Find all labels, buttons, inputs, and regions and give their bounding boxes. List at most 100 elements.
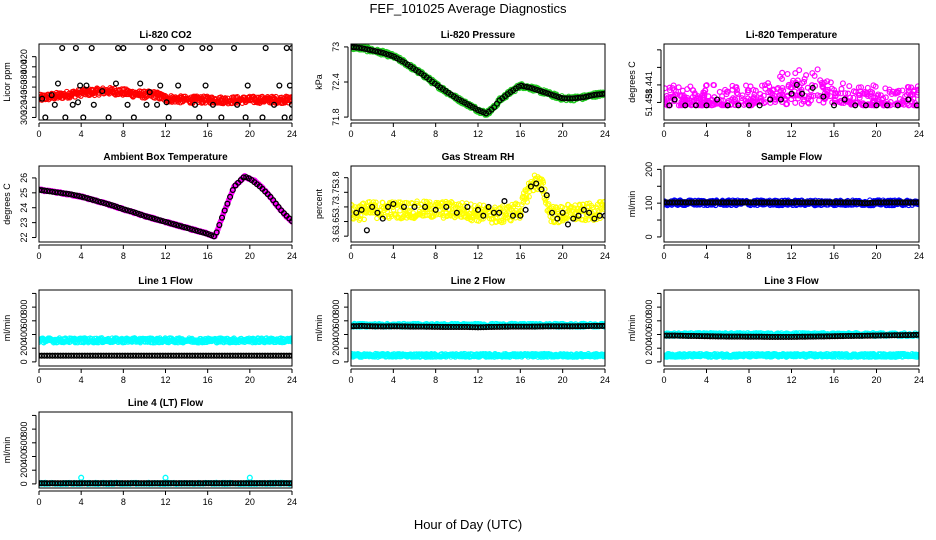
rh-avg-point — [480, 212, 487, 219]
ambient-ytick-label: 23 — [19, 218, 29, 228]
temp-avg-point — [873, 102, 880, 109]
rh-avg-point — [485, 203, 492, 210]
pressure-avg-point — [383, 50, 390, 57]
ambient-avg-point — [165, 219, 172, 226]
temp-raw-point — [738, 95, 745, 102]
temp-raw-point — [730, 98, 737, 105]
ambient-avg-point — [157, 217, 164, 224]
temp-raw-point — [716, 88, 723, 95]
rh-frame — [350, 165, 606, 243]
rh-raw-point — [414, 198, 420, 204]
ambient-avg-point — [52, 189, 59, 196]
ambient-avg-point — [65, 190, 72, 198]
rh-raw-point — [455, 201, 462, 207]
temp-raw-point — [840, 100, 847, 107]
co2-avg-point — [262, 45, 269, 52]
rh-raw-point — [580, 201, 587, 208]
co2-xtick-label: 24 — [287, 129, 297, 139]
ambient-avg-point — [116, 204, 123, 211]
pressure-avg-point — [547, 91, 555, 98]
rh-avg-point — [411, 203, 418, 210]
rh-raw-point — [526, 194, 532, 200]
ambient-avg-point — [57, 189, 64, 196]
temp-raw-point — [679, 87, 686, 94]
co2-avg-point — [51, 101, 58, 108]
rh-raw-point — [563, 214, 569, 221]
temp-xtick-label: 16 — [829, 129, 839, 139]
co2-avg-point — [74, 99, 82, 106]
sample-frame — [663, 165, 920, 243]
ambient-avg-point — [54, 189, 61, 196]
temp-raw-point — [780, 87, 787, 94]
temp-raw-point — [814, 66, 821, 73]
ambient-avg-point — [173, 221, 180, 228]
temp-raw-point — [832, 90, 839, 97]
temp-raw-point — [709, 102, 716, 109]
temp-avg-point — [714, 96, 721, 103]
rh-ytick-label: 3.75 — [331, 184, 341, 202]
temp-raw-point — [752, 87, 759, 94]
co2-raw-point — [288, 94, 292, 101]
rh-avg-point — [443, 203, 450, 210]
co2-avg-point — [276, 82, 283, 89]
co2-avg-point — [202, 82, 209, 89]
co2-avg-point — [120, 45, 127, 52]
temp-raw-point — [757, 91, 764, 98]
pressure-avg-point — [542, 89, 549, 96]
temp-data — [664, 66, 919, 109]
ambient-avg-point — [84, 195, 91, 202]
temp-raw-point — [759, 82, 766, 89]
temp-raw-point — [744, 87, 751, 94]
ambient-avg-point — [227, 193, 234, 200]
ambient-avg-point — [192, 227, 199, 234]
co2-avg-point — [230, 45, 238, 52]
rh-raw-point — [590, 204, 597, 211]
line1-ytick-label: 800 — [19, 300, 29, 315]
rh-avg-point — [549, 209, 556, 216]
ambient-avg-point — [95, 198, 102, 205]
rh-raw-point — [524, 199, 530, 205]
co2-avg-point — [124, 101, 131, 108]
line1-ytick-label: 400 — [19, 327, 29, 342]
ambient-avg-point — [79, 193, 86, 200]
ambient-avg-point — [97, 199, 104, 206]
temp-raw-point — [762, 85, 769, 92]
ambient-avg-point — [49, 188, 56, 195]
rh-avg-point — [575, 212, 582, 219]
rh-avg-point — [363, 227, 370, 234]
pressure-ytick-label: 73 — [331, 42, 341, 52]
temp-raw-point — [874, 92, 881, 99]
temp-raw-point — [811, 72, 818, 79]
rh-avg-point — [509, 212, 516, 219]
ambient-frame — [38, 165, 293, 243]
co2-avg-point — [157, 82, 164, 89]
temp-raw-point — [731, 101, 738, 108]
rh-raw-point — [580, 217, 586, 223]
rh-avg-point — [543, 192, 550, 199]
ambient-avg-point — [127, 208, 134, 215]
rh-data — [351, 172, 605, 234]
temp-avg-point — [666, 102, 673, 109]
temp-raw-point — [742, 97, 749, 104]
rh-xtick-label: 24 — [600, 251, 610, 261]
temp-raw-point — [846, 83, 853, 90]
rh-raw-point — [523, 193, 529, 199]
ambient-ytick-label: 26 — [19, 173, 29, 183]
rh-title: Gas Stream RH — [442, 152, 515, 163]
temp-raw-point — [839, 80, 846, 87]
line1-frame — [38, 289, 293, 367]
temp-raw-point — [796, 67, 803, 74]
ambient-avg-point — [70, 191, 78, 199]
temp-raw-point — [856, 94, 863, 101]
pressure-ylabel: kPa — [314, 74, 324, 90]
co2-xtick-label: 0 — [36, 129, 41, 139]
temp-xtick-label: 12 — [786, 129, 796, 139]
rh-avg-point — [517, 212, 524, 219]
line1-ytick-label: 200 — [19, 341, 29, 356]
rh-avg-point — [432, 206, 439, 213]
rh-raw-point — [601, 206, 605, 213]
pressure-avg-point — [369, 47, 376, 54]
rh-raw-point — [424, 212, 430, 218]
